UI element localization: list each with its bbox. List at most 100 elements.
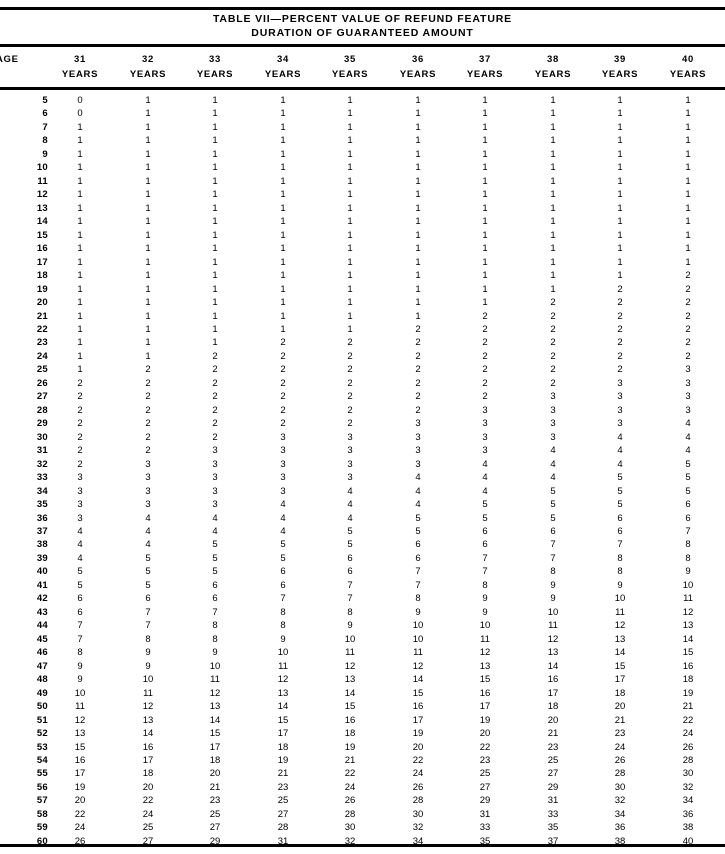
table-cell: 2 [347, 350, 353, 362]
table-row: 29 2 2 2 2 2 3 3 3 3 4 [0, 417, 725, 430]
table-cell: 2 [685, 297, 691, 309]
table-cell: 4 [550, 458, 556, 470]
table-row: 59 24 25 27 28 30 32 33 35 36 38 [0, 821, 725, 834]
table-cell: 7 [77, 633, 83, 645]
table-cell: 1 [212, 108, 218, 120]
table-cell: 3 [77, 472, 83, 484]
table-cell: 2 [77, 431, 83, 443]
table-cell: 4 [482, 472, 488, 484]
table-row: 38 4 4 5 5 5 6 6 7 7 8 [0, 538, 725, 551]
table-cell: 17 [209, 741, 221, 753]
table-cell: 1 [212, 310, 218, 322]
table-cell: 12 [547, 633, 559, 645]
table-cell: 11 [210, 674, 220, 686]
table-cell: 1 [145, 121, 151, 133]
table-cell: 2 [212, 364, 218, 376]
table-cell: 18 [209, 754, 221, 766]
table-cell: 1 [145, 216, 151, 228]
table-cell: 1 [212, 229, 218, 241]
table-cell: 1 [280, 162, 286, 174]
table-cell: 5 [550, 485, 556, 497]
table-cell: 1 [145, 135, 151, 147]
table-cell: 11 [345, 647, 355, 659]
table-row: 8 1 1 1 1 1 1 1 1 1 1 [0, 134, 725, 147]
table-row: 6 0 1 1 1 1 1 1 1 1 1 [0, 107, 725, 120]
table-cell: 20 [479, 728, 491, 740]
table-row: 34 3 3 3 3 4 4 4 5 5 5 [0, 485, 725, 498]
table-cell: 25 [142, 822, 154, 834]
column-header-34-years: 34 YEARS [253, 52, 313, 82]
column-header-duration-unit: YEARS [399, 69, 437, 80]
table-cell: 21 [344, 754, 356, 766]
table-cell: 7 [347, 579, 353, 591]
table-cell: 1 [617, 175, 623, 187]
table-cell: 6 [617, 526, 623, 537]
table-cell: 1 [347, 243, 353, 255]
table-cell: 3 [145, 458, 151, 470]
table-row: 24 1 1 2 2 2 2 2 2 2 2 [0, 350, 725, 363]
table-cell: 12 [614, 620, 626, 632]
table-cell: 4 [685, 418, 691, 430]
column-header-38-years: 38 YEARS [523, 52, 583, 82]
table-cell: 3 [347, 458, 353, 470]
table-cell: 1 [550, 148, 556, 160]
table-cell: 1 [550, 229, 556, 241]
table-cell: 2 [415, 323, 421, 335]
table-cell: 1 [415, 135, 421, 147]
row-age-label: 18 [36, 270, 48, 282]
row-age-label: 13 [36, 202, 48, 214]
table-cell: 14 [344, 687, 356, 699]
table-cell: 2 [212, 404, 218, 416]
table-cell: 1 [280, 283, 286, 295]
table-cell: 3 [280, 485, 286, 497]
row-age-label: 40 [36, 566, 48, 578]
column-header-39-years: 39 YEARS [590, 52, 650, 82]
table-cell: 22 [344, 768, 356, 780]
table-cell: 3 [550, 431, 556, 443]
table-cell: 2 [280, 404, 286, 416]
table-cell: 1 [482, 148, 488, 160]
table-row: 28 2 2 2 2 2 2 3 3 3 3 [0, 404, 725, 417]
table-cell: 1 [145, 337, 151, 349]
table-cell: 1 [347, 297, 353, 309]
table-row: 19 1 1 1 1 1 1 1 1 2 2 [0, 283, 725, 296]
table-cell: 2 [212, 350, 218, 362]
table-cell: 1 [280, 229, 286, 241]
table-cell: 16 [412, 701, 424, 713]
table-cell: 13 [209, 701, 221, 713]
table-cell: 5 [617, 472, 623, 484]
table-cell: 6 [280, 579, 286, 591]
table-cell: 3 [550, 391, 556, 403]
table-row: 20 1 1 1 1 1 1 1 2 2 2 [0, 296, 725, 309]
table-cell: 1 [212, 216, 218, 228]
table-cell: 1 [212, 202, 218, 214]
row-age-label: 9 [42, 148, 48, 160]
table-row: 11 1 1 1 1 1 1 1 1 1 1 [0, 175, 725, 188]
table-cell: 26 [344, 795, 356, 807]
table-cell: 24 [412, 768, 424, 780]
table-cell: 4 [685, 445, 691, 457]
table-row: 51 12 13 14 15 16 17 19 20 21 22 [0, 714, 725, 727]
column-header-duration-value: 32 [142, 54, 154, 65]
table-cell: 4 [617, 458, 623, 470]
table-cell: 1 [550, 175, 556, 187]
table-cell: 12 [209, 687, 221, 699]
table-cell: 4 [77, 539, 83, 551]
table-cell: 15 [614, 660, 626, 672]
table-cell: 1 [482, 135, 488, 147]
table-cell: 27 [547, 768, 559, 780]
table-cell: 26 [74, 835, 86, 847]
table-cell: 14 [412, 674, 424, 686]
table-cell: 32 [614, 795, 626, 807]
table-cell: 6 [212, 593, 218, 605]
table-row: 55 17 18 20 21 22 24 25 27 28 30 [0, 767, 725, 780]
table-cell: 7 [550, 539, 556, 551]
column-header-duration-value: 39 [614, 54, 626, 65]
row-age-label: 50 [36, 701, 48, 713]
table-row: 56 19 20 21 23 24 26 27 29 30 32 [0, 781, 725, 794]
table-cell: 1 [550, 95, 556, 106]
table-cell: 9 [145, 660, 151, 672]
table-cell: 6 [347, 552, 353, 564]
